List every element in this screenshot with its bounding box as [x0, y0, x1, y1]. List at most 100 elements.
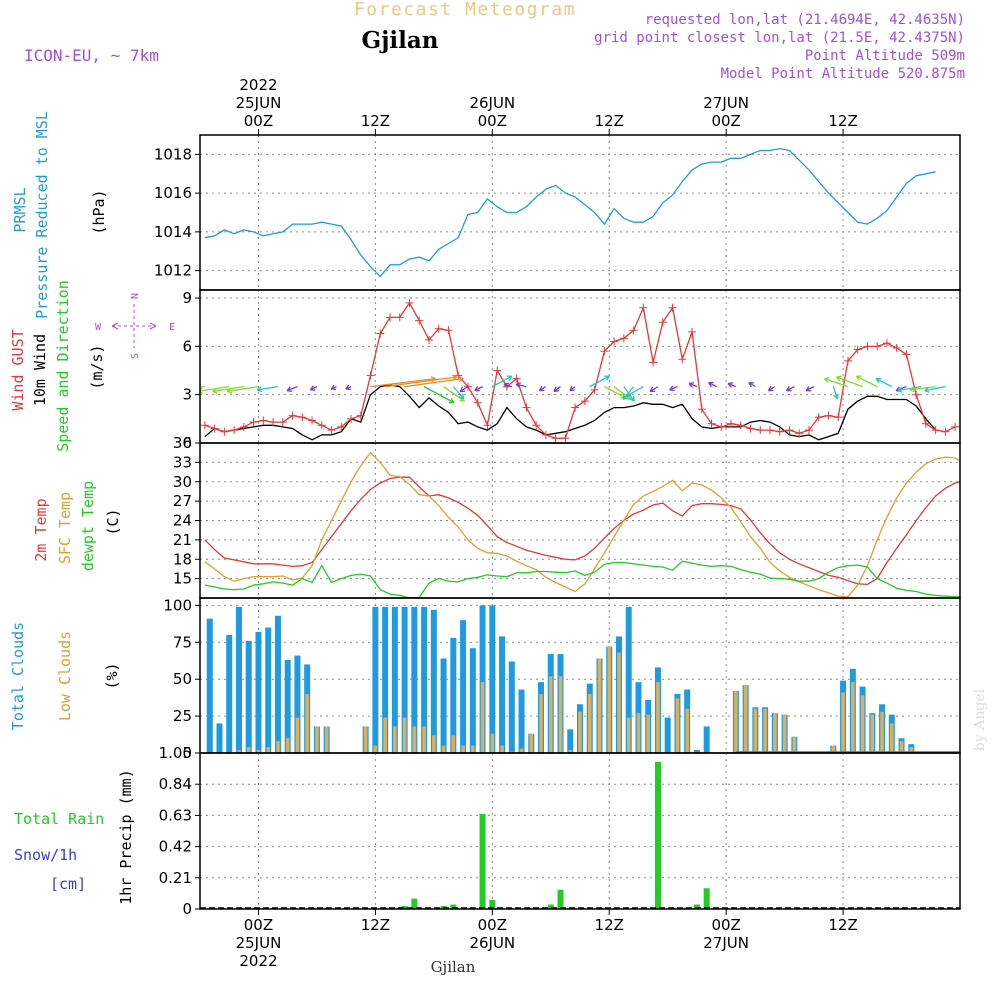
x-tick-label-top: 26JUN: [469, 94, 515, 112]
wind-arrow-shaft: [589, 375, 610, 388]
wind-arrow: [805, 386, 815, 392]
wind-arrow: [212, 385, 244, 394]
gust-point: [337, 422, 346, 431]
gust-point: [902, 350, 911, 359]
gust-point: [541, 430, 550, 439]
low-cloud-bar: [383, 717, 387, 753]
ylabel-10m-wind: 10m Wind: [31, 334, 49, 406]
label-snow: Snow/1h: [14, 846, 77, 864]
low-cloud-bar: [636, 713, 641, 753]
plot-area: [206, 605, 960, 753]
total-cloud-bar: [703, 726, 710, 753]
wind-arrow-head: [728, 382, 734, 385]
wind-arrow-head: [897, 387, 902, 392]
wind-arrow-head: [786, 386, 790, 391]
wind-arrow-head: [569, 385, 573, 391]
gust-point: [639, 303, 648, 312]
gust-point: [814, 413, 823, 422]
x-tick-label-top: 00Z: [244, 112, 273, 130]
rain-bar: [489, 900, 496, 909]
x-tick-label-bottom: 25JUN: [236, 934, 282, 952]
low-cloud-bar: [646, 714, 651, 753]
wind-arrow-head: [767, 385, 772, 391]
low-cloud-bar: [412, 726, 417, 753]
y-tick-label: 3: [182, 386, 192, 404]
y-tick-label: 33: [173, 453, 192, 471]
gust-point: [853, 345, 862, 354]
gust-point: [288, 411, 297, 420]
low-cloud-bar: [529, 733, 534, 753]
low-cloud-bar: [909, 747, 914, 753]
low-cloud-bar: [889, 723, 894, 753]
wind-arrow-head: [836, 376, 841, 382]
series-line-prmsl: [204, 147, 936, 278]
wind-arrow-head: [909, 389, 915, 393]
total-cloud-bar: [489, 605, 496, 753]
gust-point: [230, 426, 239, 435]
pressure-panel: 1012 1014 1016 1018: [154, 134, 961, 291]
total-cloud-bar: [206, 618, 213, 753]
wind-arrow-head: [212, 387, 218, 392]
wind-arrow-shaft: [370, 377, 436, 388]
low-cloud-bar: [461, 745, 465, 753]
wind-arrow-shaft: [897, 385, 922, 392]
x-tick-label-bottom: 12Z: [595, 916, 624, 934]
gust-point: [210, 424, 219, 433]
wind-arrow-shaft: [805, 386, 815, 392]
total-cloud-bar: [518, 689, 525, 753]
x-tick-label-top: 25JUN: [236, 94, 282, 112]
y-tick-label: 0.63: [159, 806, 192, 824]
gust-point: [619, 334, 628, 343]
gust-point: [220, 427, 229, 436]
y-tick-label: 1.05: [159, 744, 192, 762]
gust-point: [668, 303, 677, 312]
wind-arrow: [649, 386, 659, 393]
wind-arrow: [226, 385, 259, 394]
y-tick-label: 1014: [154, 223, 192, 241]
wind-arrow: [909, 385, 936, 393]
gust-point: [921, 419, 930, 428]
wind-arrow: [786, 386, 795, 392]
wind-arrow-shaft: [669, 386, 678, 391]
low-cloud-bar: [373, 745, 378, 753]
wind-arrow-shaft: [227, 385, 259, 393]
gust-point: [434, 324, 443, 333]
low-cloud-bar: [305, 693, 309, 753]
total-cloud-bar: [430, 609, 437, 753]
gust-point: [308, 416, 317, 425]
low-cloud-bar: [626, 717, 631, 753]
low-cloud-bar: [880, 711, 884, 753]
wind-arrow-shaft: [404, 377, 464, 388]
total-cloud-bar: [226, 634, 233, 753]
gust-point: [405, 298, 414, 307]
wind-arrow-head: [833, 394, 838, 400]
x-tick-label-bottom: 26JUN: [469, 934, 515, 952]
low-cloud-bar: [276, 741, 280, 753]
wind-arrow-head: [458, 378, 464, 383]
wind-arrow-shaft: [474, 386, 483, 392]
total-cloud-bar: [508, 661, 515, 753]
total-cloud-bar: [693, 750, 700, 753]
compass-south: S: [130, 353, 141, 359]
wind-arrow: [836, 375, 863, 388]
gust-point: [551, 434, 560, 443]
gust-point: [892, 343, 901, 352]
wind-arrow-shaft: [492, 375, 513, 388]
panel-labels: PRMSL Pressure Reduced to MSL (hPa) Wind GU…: [9, 111, 175, 905]
wind-arrow-shaft: [515, 383, 527, 388]
rain-bar: [703, 888, 710, 909]
wind-arrow-head: [824, 377, 830, 380]
series-line-dewpt-temp: [204, 560, 960, 598]
wind-arrow-head: [256, 389, 263, 393]
wind-arrow: [589, 375, 610, 388]
wind-arrow-head: [569, 389, 575, 392]
gust-point: [649, 358, 658, 367]
wind-arrow-shaft: [626, 386, 644, 397]
wind-arrow: [748, 381, 756, 388]
gust-point: [317, 421, 326, 430]
wind-arrow: [553, 386, 561, 393]
y-tick-label: 30: [173, 473, 192, 491]
wind-arrow-head: [459, 399, 465, 402]
gust-point: [882, 339, 891, 348]
y-tick-label: 1018: [154, 145, 192, 163]
